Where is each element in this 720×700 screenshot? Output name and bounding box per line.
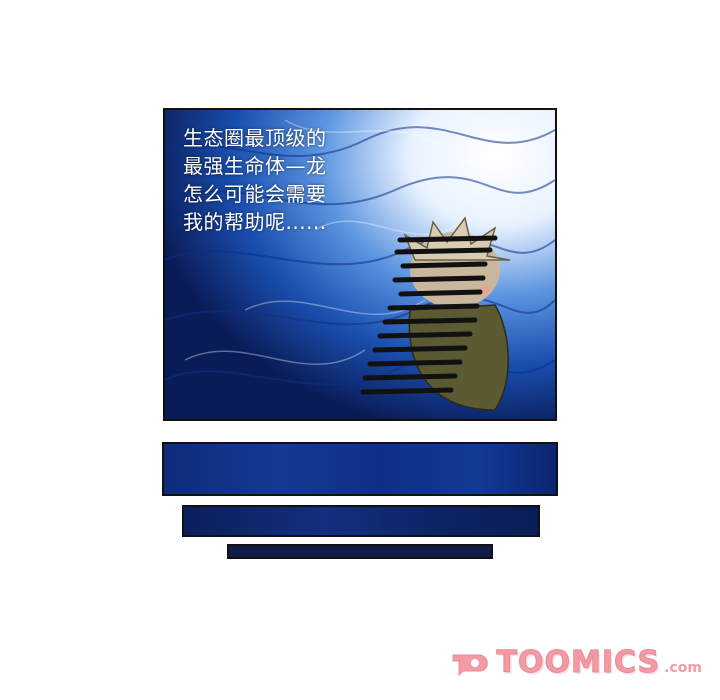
- toomics-watermark: TOOMICS .com: [449, 645, 702, 681]
- blue-strip-large: [162, 442, 558, 496]
- caption-line: 我的帮助呢......: [183, 210, 327, 234]
- blue-scribble-background: [165, 110, 555, 419]
- caption-line: 最强生命体—龙: [183, 154, 327, 178]
- toomics-logo-icon: [452, 654, 488, 676]
- comic-panel: 生态圈最顶级的 最强生命体—龙 怎么可能会需要 我的帮助呢......: [163, 108, 557, 421]
- watermark-brand: TOOMICS: [496, 645, 661, 681]
- watermark-suffix: .com: [664, 659, 702, 676]
- blue-strip-small: [227, 544, 493, 559]
- caption-line: 怎么可能会需要: [183, 182, 327, 206]
- speed-lines: [360, 235, 498, 395]
- blue-strip-medium: [182, 505, 540, 537]
- narration-caption: 生态圈最顶级的 最强生命体—龙 怎么可能会需要 我的帮助呢......: [183, 124, 327, 236]
- caption-line: 生态圈最顶级的: [183, 126, 327, 150]
